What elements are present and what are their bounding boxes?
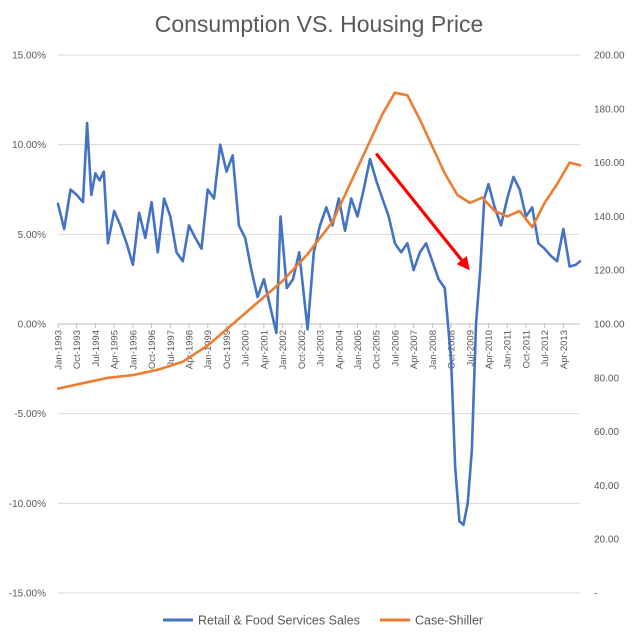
- y-left-tick-label: 10.00%: [12, 140, 46, 151]
- y-left-tick-label: 0.00%: [18, 320, 46, 331]
- y-right-tick-label: 200.00: [594, 51, 625, 62]
- x-tick-label: Oct-1999: [222, 330, 233, 369]
- x-tick-label: Apr-2001: [259, 330, 270, 369]
- x-tick-label: Jan-1996: [128, 330, 139, 370]
- series-line-case-shiller: [56, 91, 582, 390]
- x-tick-label: Jul-2000: [241, 330, 252, 366]
- x-tick-label: Apr-1995: [110, 330, 121, 369]
- left-axis-ticks: 15.00% 10.00% 5.00% 0.00% -5.00% -10.00% -15.0…: [9, 51, 46, 600]
- x-tick-label: Jan-2002: [278, 330, 289, 370]
- x-tick-label: Apr-2004: [334, 330, 345, 369]
- x-tick-label: Jan-2011: [503, 330, 514, 369]
- x-tick-label: Oct-2008: [447, 330, 458, 369]
- y-right-tick-label: 160.00: [594, 158, 625, 169]
- chart-title: Consumption VS. Housing Price: [155, 11, 484, 37]
- y-left-tick-label: -10.00%: [9, 499, 46, 510]
- y-right-tick-label: 120.00: [594, 266, 625, 277]
- y-left-tick-label: -5.00%: [14, 409, 46, 420]
- x-axis-ticks: Jan-1993 Oct-1993 Jul-1994 Apr-1995 Jan-1996…: [54, 323, 580, 370]
- x-tick-label: Apr-1998: [185, 330, 196, 369]
- x-tick-label: Apr-2007: [409, 330, 420, 369]
- x-tick-label: Oct-2002: [297, 330, 308, 369]
- y-right-tick-label: 80.00: [594, 373, 619, 384]
- x-tick-label: Jan-1999: [203, 330, 214, 370]
- y-right-tick-label: -: [594, 589, 597, 600]
- right-axis-ticks: 200.00 180.00 160.00 140.00 120.00 100.00 80.0…: [594, 51, 625, 600]
- x-tick-label: Oct-2011: [521, 330, 532, 368]
- x-tick-label: Jul-2006: [390, 330, 401, 366]
- y-right-tick-label: 180.00: [594, 104, 625, 115]
- legend-label-case-shiller: Case-Shiller: [415, 614, 483, 628]
- x-tick-label: Jul-1997: [166, 330, 177, 366]
- y-right-tick-label: 140.00: [594, 212, 625, 223]
- y-left-tick-label: 5.00%: [18, 230, 46, 241]
- x-tick-label: Jul-1994: [91, 330, 102, 366]
- x-tick-label: Jul-2003: [316, 330, 327, 366]
- x-tick-label: Oct-1996: [147, 330, 158, 369]
- legend: Retail & Food Services Sales Case-Shiller: [163, 614, 483, 628]
- x-tick-label: Oct-2005: [372, 330, 383, 369]
- y-right-tick-label: 40.00: [594, 481, 619, 492]
- y-left-tick-label: -15.00%: [9, 589, 46, 600]
- annotation-layer: [374, 152, 470, 271]
- x-tick-label: Oct-1993: [72, 330, 83, 369]
- x-tick-label: Apr-2010: [484, 330, 495, 369]
- x-tick-label: Jul-2012: [540, 330, 551, 366]
- series-layer: [56, 91, 582, 527]
- y-right-tick-label: 100.00: [594, 320, 625, 331]
- y-right-tick-label: 20.00: [594, 535, 619, 546]
- x-tick-label: Jul-2009: [465, 330, 476, 366]
- y-left-tick-label: 15.00%: [12, 51, 46, 62]
- y-right-tick-label: 60.00: [594, 427, 619, 438]
- legend-label-retail-food-services-sales: Retail & Food Services Sales: [198, 614, 360, 628]
- x-tick-label: Apr-2013: [559, 330, 570, 369]
- x-tick-label: Jan-2008: [428, 330, 439, 370]
- annotation-arrow-head: [456, 255, 470, 271]
- x-tick-label: Jan-2005: [353, 330, 364, 370]
- series-line-retail-food-services-sales: [56, 121, 582, 527]
- x-tick-label: Jan-1993: [54, 330, 65, 370]
- annotation-arrow-shaft: [374, 152, 463, 262]
